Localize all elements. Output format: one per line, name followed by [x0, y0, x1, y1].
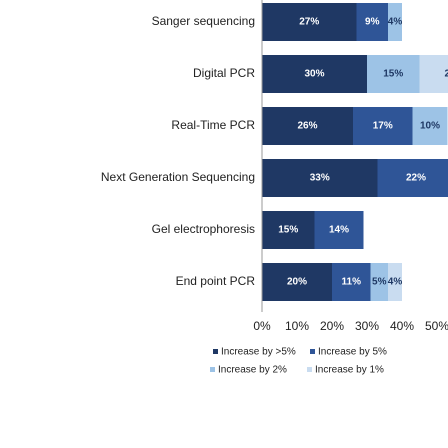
bar-segment	[262, 107, 353, 145]
x-tick-label: 50%	[425, 319, 448, 333]
bar-segment	[419, 55, 448, 93]
bar-segment	[353, 107, 413, 145]
category-label: Gel electrophoresis	[152, 222, 255, 236]
bar-segment	[367, 55, 420, 93]
bar-segment	[412, 107, 448, 145]
bar-segment	[388, 263, 402, 301]
legend-text: Increase by 2%	[218, 365, 287, 376]
data-label: 27%	[299, 17, 319, 28]
data-label: 26%	[297, 121, 317, 132]
bar-segment	[314, 211, 364, 249]
legend-text: Increase by >5%	[221, 347, 296, 358]
bar-segment	[262, 55, 367, 93]
category-label: Real-Time PCR	[171, 118, 255, 132]
bar-segment	[370, 263, 388, 301]
bar-segment	[262, 3, 357, 41]
legend-swatch	[210, 367, 215, 372]
bar-segment	[388, 3, 402, 41]
legend-swatch	[310, 349, 315, 354]
bar-segment	[356, 3, 388, 41]
legend-swatch	[307, 367, 312, 372]
category-label: End point PCR	[176, 274, 256, 288]
data-label: 17%	[373, 121, 393, 132]
bar-segment	[262, 211, 315, 249]
bar-segment	[332, 263, 371, 301]
x-tick-label: 0%	[253, 319, 271, 333]
x-tick-label: 20%	[320, 319, 344, 333]
legend-text: Increase by 5%	[318, 347, 387, 358]
x-tick-label: 10%	[285, 319, 309, 333]
data-label: 4%	[388, 17, 403, 28]
data-label: 20%	[444, 69, 448, 80]
data-label: 10%	[420, 121, 440, 132]
data-label: 15%	[383, 69, 403, 80]
data-label: 15%	[278, 225, 298, 236]
data-label: 22%	[406, 173, 426, 184]
data-label: 11%	[342, 277, 362, 288]
data-label: 20%	[287, 277, 307, 288]
data-label: 33%	[310, 173, 330, 184]
data-label: 14%	[329, 225, 349, 236]
bar-segment	[377, 159, 448, 197]
x-tick-label: 40%	[390, 319, 414, 333]
x-tick-label: 30%	[355, 319, 379, 333]
data-label: 30%	[304, 69, 324, 80]
category-label: Next Generation Sequencing	[101, 170, 255, 184]
bar-segment	[262, 159, 378, 197]
bar-segment	[262, 263, 332, 301]
data-label: 9%	[365, 17, 380, 28]
category-label: Sanger sequencing	[152, 14, 255, 28]
data-label: 5%	[372, 277, 387, 288]
data-label: 4%	[388, 277, 403, 288]
legend-swatch	[213, 349, 218, 354]
category-label: Digital PCR	[193, 66, 255, 80]
legend-text: Increase by 1%	[315, 365, 384, 376]
